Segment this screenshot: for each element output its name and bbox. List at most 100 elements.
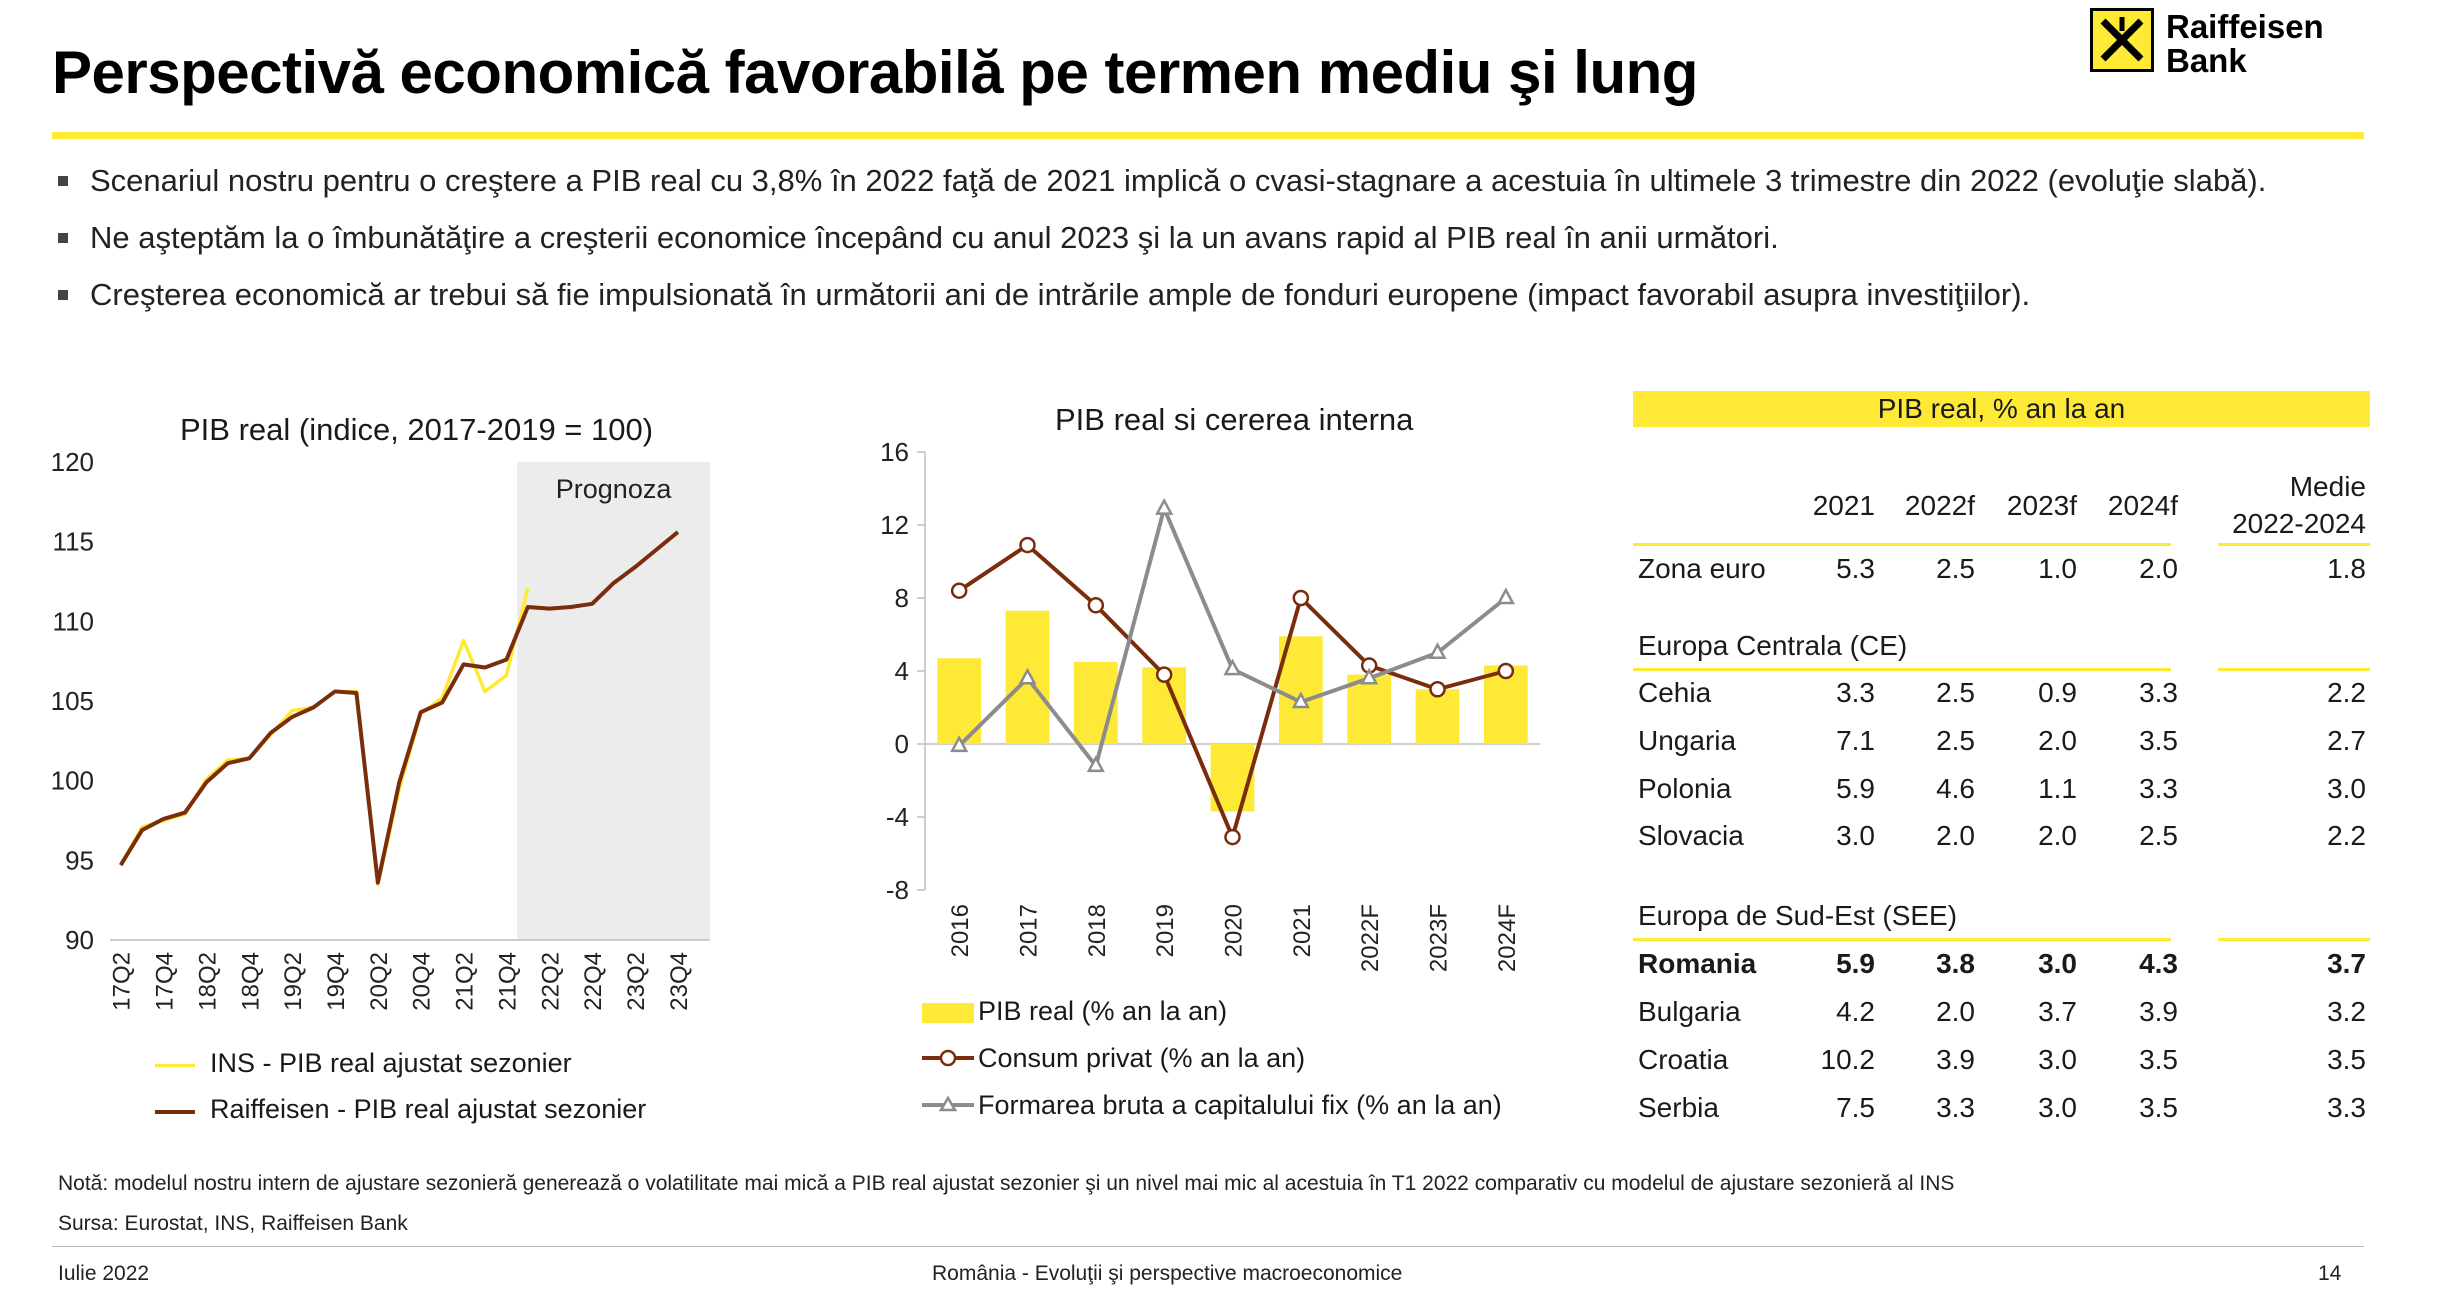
legend-formare-label: Formarea bruta a capitalului fix (% an l… — [978, 1090, 1502, 1120]
table-cell-value: 2.0 — [2038, 820, 2077, 851]
x-tick-label: 23Q2 — [623, 952, 650, 1011]
table-group-underline — [1633, 668, 2171, 671]
table-cell-value: 3.3 — [1836, 677, 1875, 708]
table-cell-value: 2.5 — [2139, 820, 2178, 851]
table-cell-value: 3.5 — [2139, 1092, 2178, 1123]
point-formare — [1360, 667, 1379, 685]
legend-pib-label: PIB real (% an la an) — [978, 996, 1228, 1026]
table-cell-value: 3.0 — [2038, 1044, 2077, 1075]
y-tick-label: 105 — [51, 686, 94, 716]
chart2-title: PIB real si cererea interna — [1055, 402, 1414, 437]
bullet-item: Ne aşteptăm la o îmbunătăţire a creşteri… — [56, 209, 2396, 266]
table-cell-value: 2.5 — [1936, 553, 1975, 584]
title-underline — [52, 132, 2364, 139]
legend-consum-marker-icon — [922, 1049, 974, 1067]
table-cell-value: 4.6 — [1936, 773, 1975, 804]
point-consum — [1019, 536, 1036, 554]
footer-date: Iulie 2022 — [58, 1262, 150, 1285]
table-cell-avg: 3.2 — [2327, 996, 2366, 1027]
point-consum — [1224, 828, 1241, 846]
table-cell-avg: 3.0 — [2327, 773, 2366, 804]
bullet-list: Scenariul nostru pentru o creştere a PIB… — [56, 152, 2396, 323]
point-formare — [1496, 587, 1515, 605]
table-cell-avg: 3.7 — [2327, 948, 2366, 979]
forecast-label: Prognoza — [556, 474, 673, 504]
table-cell-value: 2.0 — [2038, 725, 2077, 756]
x-tick-label: 19Q4 — [323, 952, 350, 1011]
table-cell-value: 3.3 — [2139, 677, 2178, 708]
y-tick-label: -8 — [886, 875, 909, 905]
table-cell-value: 4.2 — [1836, 996, 1875, 1027]
table-title: PIB real, % an la an — [1877, 393, 2126, 424]
y-tick-label: 4 — [895, 656, 909, 686]
table-row-label: Slovacia — [1638, 820, 1744, 851]
table-row-label: Romania — [1638, 948, 1757, 979]
x-tick-label: 2016 — [947, 904, 974, 957]
legend-ins-swatch — [155, 1064, 195, 1067]
table-cell-avg: 1.8 — [2327, 553, 2366, 584]
table-group-avg-underline — [2218, 938, 2370, 941]
table-row-label: Serbia — [1638, 1092, 1719, 1123]
legend-ins-label: INS - PIB real ajustat sezonier — [210, 1048, 572, 1078]
x-tick-label: 21Q2 — [452, 952, 479, 1011]
table-col-header: 2024f — [2107, 490, 2178, 521]
point-formare — [1086, 755, 1105, 773]
table-row-label: Zona euro — [1638, 553, 1766, 584]
footer-center-text: România - Evoluţii şi perspective macroe… — [932, 1262, 1403, 1285]
table-cell-value: 3.9 — [1936, 1044, 1975, 1075]
table-cell-value: 3.0 — [2038, 948, 2077, 979]
table-cell-avg: 3.3 — [2327, 1092, 2366, 1123]
logo-line-2: Bank — [2166, 42, 2247, 79]
table-cell-value: 3.5 — [2139, 725, 2178, 756]
x-tick-label: 17Q4 — [152, 952, 179, 1011]
table-col-header: 2022f — [1904, 490, 1975, 521]
table-row-label: Croatia — [1638, 1044, 1729, 1075]
bullet-item: Scenariul nostru pentru o creştere a PIB… — [56, 152, 2396, 209]
page-title: Perspectivă economică favorabilă pe term… — [52, 39, 1698, 106]
table-header-underline — [1633, 543, 2171, 546]
table-cell-value: 7.1 — [1836, 725, 1875, 756]
x-tick-label: 2023F — [1426, 904, 1453, 972]
bar-pib — [1073, 661, 1118, 744]
x-tick-label: 22Q2 — [537, 952, 564, 1011]
logo-wordmark: Raiffeisen Bank — [2166, 10, 2324, 78]
table-avg-header-line1: Medie — [2289, 471, 2366, 502]
table-group-header: Europa Centrala (CE) — [1638, 630, 1908, 661]
legend-pib-swatch — [922, 1003, 974, 1023]
x-tick-label: 19Q2 — [280, 952, 307, 1011]
table-cell-value: 0.9 — [2038, 677, 2077, 708]
series-line-raiffeisen — [119, 530, 680, 885]
x-tick-label: 2021 — [1289, 904, 1316, 957]
point-consum — [1429, 681, 1446, 698]
x-tick-label: 2017 — [1016, 904, 1043, 957]
table-cell-value: 3.0 — [1836, 820, 1875, 851]
y-tick-label: 90 — [65, 925, 94, 955]
table-cell-avg: 2.7 — [2327, 725, 2366, 756]
legend-consum-label: Consum privat (% an la an) — [978, 1043, 1306, 1073]
forecast-shade — [517, 462, 710, 940]
raiffeisen-logo: Raiffeisen Bank — [2090, 8, 2370, 86]
table-cell-value: 4.3 — [2139, 948, 2178, 979]
table-cell-value: 3.3 — [1936, 1092, 1975, 1123]
table-cell-value: 2.5 — [1936, 725, 1975, 756]
chart1-pib-index: Prognoza 90 95 100 105 110 115 120 17Q2 17Q4 18Q2 1… — [51, 447, 710, 1011]
x-tick-label: 2024F — [1494, 904, 1521, 972]
table-row-label: Bulgaria — [1638, 996, 1741, 1027]
point-consum — [1155, 666, 1173, 683]
x-tick-label: 23Q4 — [666, 952, 693, 1011]
chart2-pib-cerere: -8 -4 0 4 8 12 16 2016 2017 2018 2019 2020 2021 2022F… — [880, 437, 1540, 972]
table-cell-value: 3.5 — [2139, 1044, 2178, 1075]
x-tick-label: 2020 — [1221, 904, 1248, 957]
legend-raiffeisen-swatch — [155, 1110, 195, 1114]
bar-pib — [1415, 689, 1460, 744]
table-col-header: 2021 — [1812, 490, 1875, 521]
x-tick-label: 2022F — [1357, 904, 1384, 972]
table-cell-value: 2.5 — [1936, 677, 1975, 708]
y-tick-label: 100 — [51, 766, 94, 796]
bar-pib — [1347, 674, 1392, 744]
point-formare — [1018, 667, 1037, 685]
table-group-avg-underline — [2218, 668, 2370, 671]
source-note: Sursa: Eurostat, INS, Raiffeisen Bank — [58, 1212, 408, 1235]
x-tick-label: 18Q2 — [194, 952, 221, 1011]
point-formare — [950, 735, 969, 753]
